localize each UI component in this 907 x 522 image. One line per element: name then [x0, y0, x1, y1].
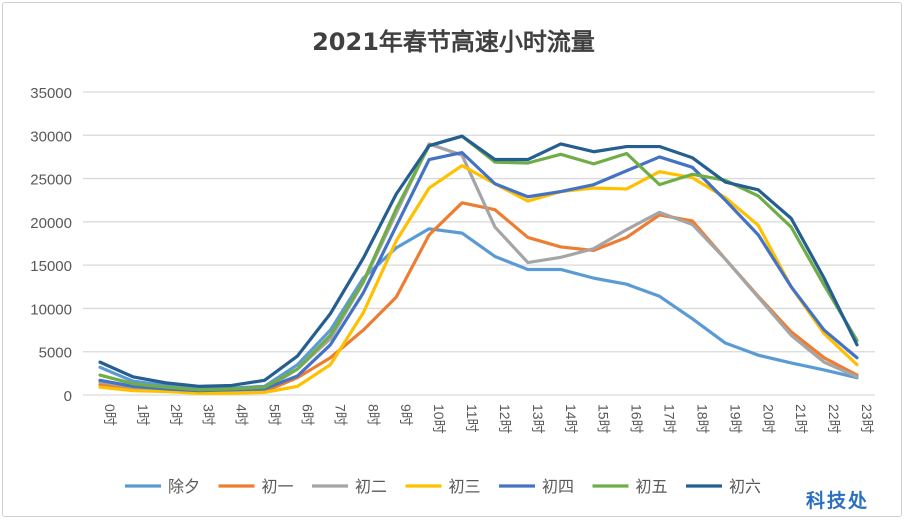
x-tick-label: 22时: [826, 404, 842, 434]
series-line-初六: [98, 134, 859, 388]
x-tick-label: 5时: [267, 404, 283, 426]
x-tick-label: 6时: [299, 404, 315, 426]
chart-title: 2021年春节高速小时流量: [312, 28, 595, 56]
x-tick-label: 19时: [727, 404, 743, 434]
series-line-初三: [98, 163, 859, 395]
x-tick-label: 1时: [135, 404, 151, 426]
y-tick-label: 30000: [30, 128, 72, 145]
legend-label: 初一: [262, 477, 294, 496]
x-tick-label: 11时: [464, 404, 480, 433]
series-line-初二: [98, 142, 859, 393]
x-tick-label: 12时: [497, 404, 513, 434]
x-tick-label: 23时: [859, 404, 875, 434]
x-tick-label: 18时: [694, 404, 710, 434]
chart-frame: [2, 2, 902, 517]
y-tick-label: 35000: [30, 85, 72, 102]
y-tick-label: 20000: [30, 215, 72, 232]
x-tick-label: 20时: [760, 404, 776, 434]
x-tick-label: 10时: [431, 404, 447, 434]
legend-label: 初三: [449, 477, 481, 496]
y-tick-label: 10000: [30, 301, 72, 318]
y-tick-label: 5000: [39, 345, 72, 362]
x-tick-label: 8时: [365, 404, 381, 426]
watermark: 科技处: [805, 490, 869, 512]
legend-label: 初二: [355, 477, 387, 496]
x-tick-label: 7时: [332, 404, 348, 426]
x-tick-label: 16时: [629, 404, 645, 434]
x-tick-label: 14时: [563, 404, 579, 434]
x-tick-label: 2时: [168, 404, 184, 426]
x-tick-label: 9时: [398, 404, 414, 426]
x-tick-label: 3时: [201, 404, 217, 426]
x-tick-label: 17时: [662, 404, 678, 434]
series-line-初一: [98, 201, 859, 395]
legend-label: 除夕: [168, 477, 200, 496]
y-tick-label: 15000: [30, 258, 72, 275]
x-tick-label: 13时: [530, 404, 546, 434]
legend-label: 初四: [542, 477, 574, 496]
legend-label: 初五: [636, 477, 668, 496]
x-tick-label: 15时: [596, 404, 612, 434]
legend-label: 初六: [729, 477, 761, 496]
y-tick-label: 25000: [30, 172, 72, 189]
y-tick-label: 0: [64, 388, 72, 405]
x-tick-label: 0时: [102, 404, 118, 426]
x-tick-label: 21时: [793, 404, 809, 434]
x-tick-label: 4时: [234, 404, 250, 426]
